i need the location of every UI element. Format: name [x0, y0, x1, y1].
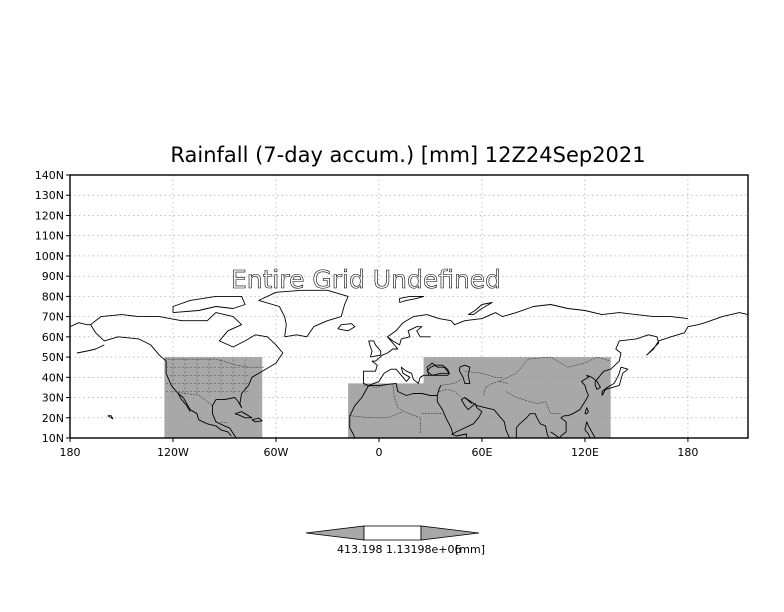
lat-tick-label: 10N	[42, 432, 64, 445]
lat-tick-label: 90N	[42, 270, 64, 283]
country-border	[178, 392, 213, 406]
coastline-baja	[177, 393, 191, 412]
coastline-siberia-north	[426, 304, 688, 326]
coastline-africa-horn	[450, 433, 467, 438]
coastline-svalbard	[399, 295, 425, 303]
coastline-hispaniola	[251, 417, 263, 423]
coastline-north-america	[90, 312, 284, 438]
country-border	[440, 379, 462, 386]
lat-tick-label: 100N	[35, 250, 64, 263]
country-border	[505, 391, 546, 404]
country-border	[498, 358, 529, 382]
colorbar: 413.198 1.13198e+06 [mm]	[305, 525, 485, 556]
lat-tick-label: 60N	[42, 331, 64, 344]
lat-tick-label: 20N	[42, 412, 64, 425]
coastline-mediterranean-north	[368, 362, 450, 386]
coastline-japan	[601, 366, 629, 396]
lat-tick-label: 50N	[42, 351, 64, 364]
colorbar-unit: [mm]	[455, 543, 485, 556]
country-border	[363, 383, 393, 388]
lat-tick-label: 120N	[35, 209, 64, 222]
coastline-greenland	[258, 289, 349, 338]
undefined-grid-annotation: Entire Grid Undefined	[231, 265, 501, 294]
colorbar-left-triangle	[305, 525, 365, 541]
country-border	[528, 356, 611, 368]
lon-tick-label: 180	[60, 446, 81, 459]
coastline-taiwan-phil	[584, 407, 589, 415]
plot-frame	[69, 174, 749, 439]
country-border	[545, 401, 561, 414]
coastline-cuba	[234, 411, 253, 419]
coastline-uk	[368, 340, 382, 358]
lat-tick-label: 70N	[42, 311, 64, 324]
lat-axis: 140N 130N 120N 110N 100N 90N 80N 70N 60N 50N 40N 30…	[35, 169, 70, 445]
lon-tick-label: 120E	[571, 446, 599, 459]
lon-tick-label: 120W	[157, 446, 189, 459]
coastline-europe-africa	[349, 314, 428, 438]
coastline-hawaii	[107, 415, 114, 420]
coastline-kamchatka-wrap	[70, 322, 91, 328]
colorbar-label-max: 1.13198e+06	[386, 543, 461, 556]
coastline-novaya	[467, 302, 493, 316]
lat-tick-label: 40N	[42, 371, 64, 384]
lon-tick-label: 180	[677, 446, 698, 459]
colorbar-label-min: 413.198	[337, 543, 383, 556]
lon-tick-label: 60E	[471, 446, 492, 459]
coastline-red-sea-arabia	[436, 395, 483, 435]
lon-tick-label: 0	[375, 446, 382, 459]
lat-tick-label: 30N	[42, 392, 64, 405]
coastline-arctic-islands	[172, 295, 246, 314]
coastlines	[70, 289, 748, 438]
coastline-india-east	[515, 413, 550, 438]
coastline-alaska-islands	[76, 344, 105, 354]
country-border	[220, 421, 228, 424]
coastline-philippines	[584, 421, 596, 438]
coastline-caspian	[459, 364, 471, 384]
coastline-iran-india	[464, 397, 510, 438]
lon-tick-label: 60W	[264, 446, 289, 459]
map-title: Rainfall (7-day accum.) [mm] 12Z24Sep202…	[170, 143, 645, 167]
country-border	[438, 389, 462, 398]
colorbar-right-triangle	[420, 525, 480, 541]
coastline-north-america-west	[90, 324, 232, 437]
colorbar-middle-segment	[363, 525, 422, 541]
coastline-se-asia	[550, 312, 748, 438]
coastline-iceland	[337, 323, 356, 332]
country-border	[349, 411, 404, 419]
lon-axis: 180 120W 60W 0 60E 120E 180	[60, 438, 698, 459]
country-border	[483, 381, 508, 396]
lat-tick-label: 110N	[35, 230, 64, 243]
lat-tick-label: 80N	[42, 290, 64, 303]
country-border	[392, 383, 421, 434]
country-border	[464, 370, 503, 378]
coastline-scandinavia	[387, 326, 431, 346]
lat-tick-label: 140N	[35, 169, 64, 182]
lat-tick-label: 130N	[35, 189, 64, 202]
country-border	[164, 358, 264, 368]
coastline-black-sea-s	[426, 364, 450, 376]
